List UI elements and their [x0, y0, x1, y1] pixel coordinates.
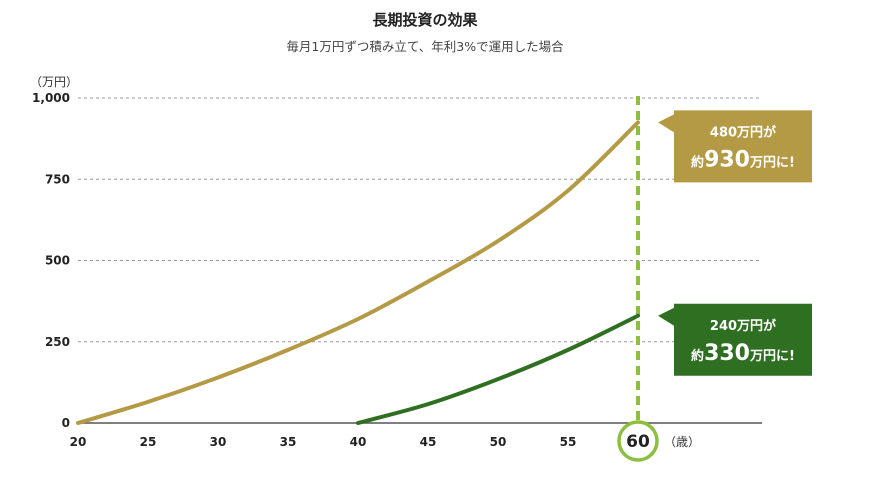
y-tick-750: 750 [45, 172, 70, 186]
callout-1-prefix: 約 [691, 154, 704, 170]
callout-1-box [658, 110, 812, 183]
x-tick-45: 45 [420, 435, 437, 449]
series-line-2 [356, 313, 640, 425]
y-tick-1000: 1,000 [32, 91, 70, 105]
age-60-marker-label: 60 [626, 432, 650, 452]
x-tick-25: 25 [140, 435, 157, 449]
gridlines [78, 97, 762, 343]
callout-2-line1: 240万円が [710, 318, 776, 334]
y-tick-labels: 0 250 500 750 1,000 [32, 91, 70, 430]
y-tick-250: 250 [45, 335, 70, 349]
x-tick-30: 30 [210, 435, 227, 449]
y-tick-500: 500 [45, 254, 70, 268]
callout-1-line1: 480万円が [710, 124, 776, 140]
callout-2-value: 330 [704, 341, 750, 366]
x-tick-55: 55 [560, 435, 577, 449]
x-tick-50: 50 [490, 435, 507, 449]
x-tick-40: 40 [350, 435, 367, 449]
chart-subtitle: 毎月1万円ずつ積み立て、年利3%で運用した場合 [286, 39, 564, 54]
chart-title: 長期投資の効果 [372, 11, 478, 29]
callout-2-suffix: 万円に! [749, 349, 795, 364]
x-tick-labels: 20 25 30 35 40 45 50 55 [70, 435, 577, 449]
x-axis-unit: （歳） [664, 435, 700, 449]
callout-1-value: 930 [704, 147, 750, 172]
x-tick-20: 20 [70, 435, 87, 449]
series-line-1 [76, 120, 640, 425]
callout-2-box [658, 303, 812, 376]
callout-2-line2: 約330万円に! [691, 341, 795, 366]
age-60-marker-circle [617, 420, 659, 462]
y-tick-0: 0 [62, 416, 70, 430]
callout-1-suffix: 万円に! [749, 155, 795, 170]
series-lines [76, 120, 640, 425]
callout-1-line2: 約930万円に! [691, 147, 795, 172]
callout-2-prefix: 約 [691, 348, 704, 364]
x-tick-35: 35 [280, 435, 297, 449]
y-axis-unit: （万円） [30, 75, 78, 89]
